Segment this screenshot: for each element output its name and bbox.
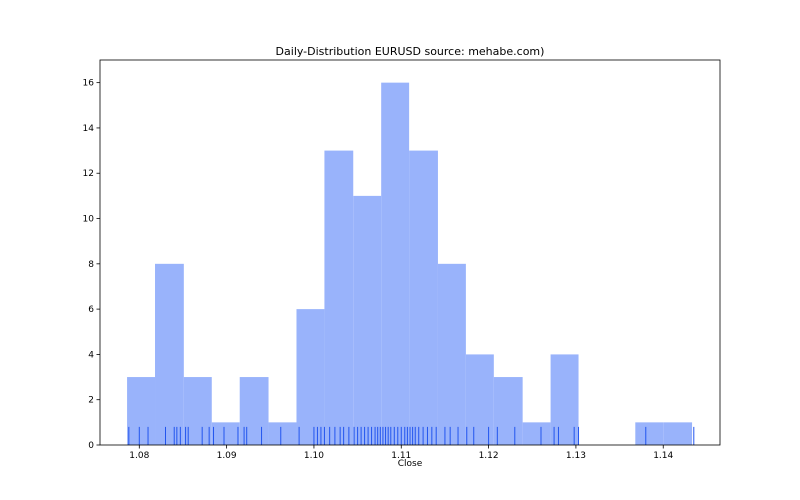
y-tick-label: 4: [88, 350, 94, 360]
rug-layer: [128, 426, 695, 445]
histogram-bar: [268, 422, 297, 445]
histogram-bar: [381, 82, 410, 445]
histogram-bar: [296, 309, 325, 445]
y-tick-label: 0: [88, 441, 94, 451]
y-tick-label: 2: [88, 396, 94, 406]
x-axis-label: Close: [398, 459, 423, 469]
plot-frame: [99, 59, 721, 446]
histogram-bar: [127, 377, 156, 445]
x-axis: 1.08 1.09 1.10 1.11 1.12 1.13 1.14: [129, 445, 674, 461]
y-axis: 0 2 4 6 8 10 12 14 16: [83, 79, 100, 451]
histogram-bar: [493, 377, 523, 445]
y-tick-label: 10: [83, 215, 95, 225]
y-tick-label: 12: [83, 169, 94, 179]
histogram-bar: [635, 422, 664, 445]
histogram-bar: [522, 422, 551, 445]
x-tick-label: 1.08: [129, 451, 149, 461]
histogram-bar: [663, 422, 693, 445]
chart-title: Daily-Distribution EURUSD source: mehabe…: [276, 45, 545, 58]
histogram-bar: [437, 263, 466, 445]
histogram-bar: [211, 422, 240, 445]
x-tick-label: 1.11: [391, 451, 411, 461]
histogram-bar: [353, 195, 382, 445]
x-tick-label: 1.13: [566, 451, 586, 461]
x-tick-label: 1.09: [217, 451, 237, 461]
y-tick-label: 8: [88, 260, 94, 270]
y-tick-label: 6: [88, 305, 94, 315]
x-tick-label: 1.12: [479, 451, 499, 461]
histogram-bar: [465, 354, 494, 445]
x-tick-label: 1.14: [653, 451, 673, 461]
x-tick-label: 1.10: [304, 451, 324, 461]
histogram-bar: [324, 150, 354, 445]
y-tick-label: 16: [83, 79, 95, 89]
histogram-bar: [155, 263, 184, 445]
y-tick-label: 14: [83, 124, 95, 134]
histogram-bar: [409, 150, 438, 445]
bars-layer: [127, 82, 693, 445]
